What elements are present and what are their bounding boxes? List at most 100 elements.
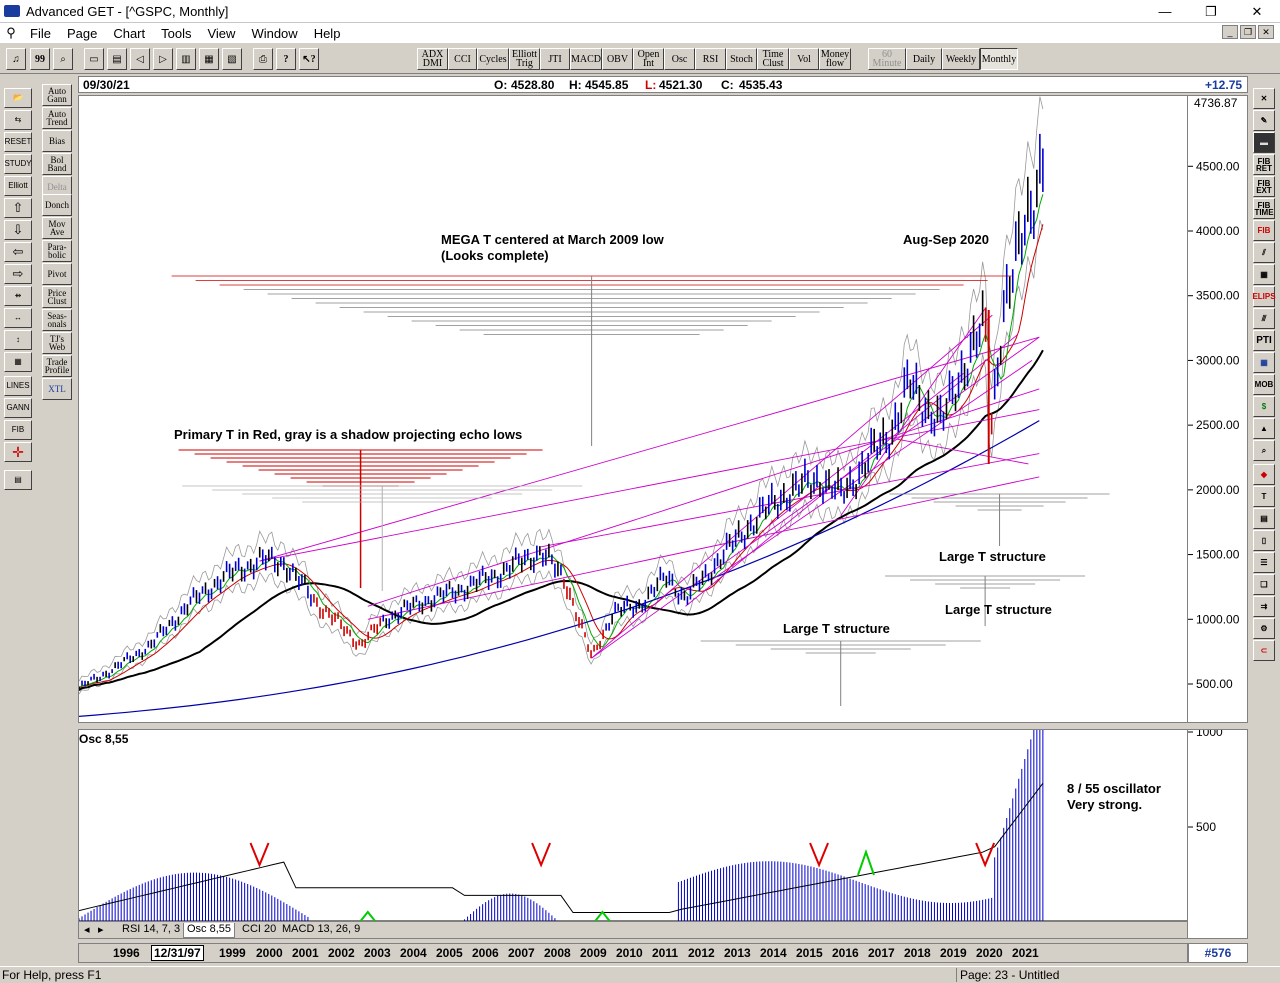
- black-line-icon[interactable]: ▬: [1253, 132, 1275, 153]
- tab-macd[interactable]: MACD 13, 26, 9: [282, 923, 361, 935]
- toolbar-open-int[interactable]: Open Int: [633, 48, 664, 70]
- gann-tool[interactable]: GANN: [4, 398, 32, 418]
- toolbar-osc[interactable]: Osc: [664, 48, 695, 70]
- arrow-up-icon[interactable]: ⇧: [4, 198, 32, 218]
- mdi-minimize-icon[interactable]: _: [1222, 25, 1238, 39]
- page-icon[interactable]: ▯: [1253, 530, 1275, 551]
- list-icon[interactable]: ☰: [1253, 552, 1275, 573]
- price-scale[interactable]: 4500.00 4000.00 3500.00 3000.00 2500.00 2000.…: [1188, 95, 1248, 723]
- notes-icon[interactable]: ▤: [1253, 508, 1275, 529]
- layers-icon[interactable]: ❏: [1253, 574, 1275, 595]
- table-icon[interactable]: ▦: [1253, 352, 1275, 373]
- btn-auto-gann[interactable]: Auto Gann: [42, 84, 72, 106]
- fib-circle-tool[interactable]: FIB: [1253, 220, 1275, 241]
- minimize-button[interactable]: —: [1158, 4, 1172, 19]
- magnifier-icon[interactable]: ⌕: [53, 48, 73, 70]
- oscillator-scale[interactable]: 1000 500: [1188, 725, 1248, 939]
- spread-icon[interactable]: ⇉: [1253, 596, 1275, 617]
- menu-page[interactable]: Page: [66, 25, 98, 41]
- tab-scroll-right-icon[interactable]: ▸: [98, 924, 104, 936]
- restore-button[interactable]: ❐: [1205, 3, 1217, 19]
- toolbar-vol[interactable]: Vol: [789, 48, 819, 70]
- mdi-close-icon[interactable]: ✕: [1258, 25, 1274, 39]
- chart-layout-icon[interactable]: ▥: [176, 48, 196, 70]
- price-chart[interactable]: [78, 96, 1189, 724]
- pencil-icon[interactable]: ✎: [1253, 110, 1275, 131]
- menu-view[interactable]: View: [207, 25, 236, 41]
- menu-window[interactable]: Window: [251, 25, 298, 41]
- dollar-icon[interactable]: $: [1253, 396, 1275, 417]
- btn-trade-profile[interactable]: Trade Profile: [42, 355, 72, 377]
- open-folder-icon[interactable]: 📂: [4, 88, 32, 108]
- channel-icon[interactable]: ⫽: [1253, 242, 1275, 263]
- tab-osc[interactable]: Osc 8,55: [183, 923, 236, 938]
- help-icon[interactable]: ?: [276, 48, 296, 70]
- btn-bol-band[interactable]: Bol Band: [42, 153, 72, 175]
- reset-tool[interactable]: RESET: [4, 132, 32, 152]
- arrow-down-icon[interactable]: ⇩: [4, 220, 32, 240]
- close-tool-icon[interactable]: ✕: [1253, 88, 1275, 109]
- menu-help[interactable]: Help: [313, 25, 341, 41]
- toolbar-cci[interactable]: CCI: [448, 48, 477, 70]
- arrow-left-icon[interactable]: ⇦: [4, 242, 32, 262]
- pti-tool[interactable]: PTI: [1253, 330, 1275, 351]
- btn-bias[interactable]: Bias: [42, 130, 72, 152]
- arrow-right-icon[interactable]: ⇨: [4, 264, 32, 284]
- menu-tools[interactable]: Tools: [161, 25, 192, 41]
- oscillator-panel[interactable]: Osc 8,55 8 / 55 oscillator Very strong.: [78, 700, 1189, 923]
- btn-tjs-web[interactable]: TJ's Web: [42, 332, 72, 354]
- print-icon[interactable]: ⎙: [253, 48, 273, 70]
- mob-tool[interactable]: MOB: [1253, 374, 1275, 395]
- text-tool-icon[interactable]: T: [1253, 486, 1275, 507]
- quote-icon[interactable]: 99: [30, 48, 50, 70]
- oscillator-chart[interactable]: [78, 700, 1189, 923]
- toolbar-elliott-trig[interactable]: Elliott Trig: [509, 48, 540, 70]
- btn-mov-ave[interactable]: Mov Ave: [42, 217, 72, 239]
- close-button[interactable]: ✕: [1251, 3, 1263, 19]
- btn-parabolic[interactable]: Para-bolic: [42, 240, 72, 262]
- time-axis[interactable]: 1996 12/31/97 1999 2000 2001 2002 2003 2…: [78, 943, 1188, 963]
- tab-cci[interactable]: CCI 20: [242, 923, 277, 935]
- new-page-icon[interactable]: ▭: [84, 48, 104, 70]
- timeframe-weekly[interactable]: Weekly: [942, 48, 980, 70]
- open-page-icon[interactable]: ▤: [107, 48, 127, 70]
- next-chart-icon[interactable]: ▷: [153, 48, 173, 70]
- toolbar-jti[interactable]: JTI: [540, 48, 570, 70]
- timeframe-daily[interactable]: Daily: [906, 48, 942, 70]
- btn-xtl[interactable]: XTL: [42, 378, 72, 400]
- btn-price-clust[interactable]: Price Clust: [42, 286, 72, 308]
- fib-ret-tool[interactable]: FIB RET: [1253, 154, 1275, 175]
- timeframe-60-minute[interactable]: 60 Minute: [868, 48, 906, 70]
- compress-icon[interactable]: ⇻: [4, 286, 32, 306]
- btn-seasonals[interactable]: Seas-onals: [42, 309, 72, 331]
- grid-tool-icon[interactable]: ▦: [1253, 264, 1275, 285]
- toolbar-macd[interactable]: MACD: [570, 48, 602, 70]
- grid-icon[interactable]: ▦: [199, 48, 219, 70]
- study-tool[interactable]: STUDY: [4, 154, 32, 174]
- alert-icon[interactable]: ▲: [1253, 418, 1275, 439]
- menu-chart[interactable]: Chart: [113, 25, 146, 41]
- grid-toggle-icon[interactable]: ▦: [4, 352, 32, 372]
- tab-rsi[interactable]: RSI 14, 7, 3: [122, 923, 181, 935]
- parallel-icon[interactable]: ⫻: [1253, 308, 1275, 329]
- btn-donch[interactable]: Donch: [42, 194, 72, 216]
- fib-time-tool[interactable]: FIB TIME: [1253, 198, 1275, 219]
- cursor-tool-icon[interactable]: ♫: [6, 48, 26, 70]
- template-icon[interactable]: ▧: [222, 48, 242, 70]
- toolbar-adx-dmi[interactable]: ADX DMI: [417, 48, 448, 70]
- fib-tool[interactable]: FIB: [4, 420, 32, 440]
- price-chart-panel[interactable]: MEGA T centered at March 2009 low (Looks…: [78, 95, 1188, 723]
- zoom-tool-icon[interactable]: ⌕: [1253, 440, 1275, 461]
- crosshair-icon[interactable]: ✛: [4, 442, 32, 462]
- toolbar-money-flow[interactable]: Money flow: [819, 48, 851, 70]
- toolbar-rsi[interactable]: RSI: [695, 48, 726, 70]
- eraser-icon[interactable]: ◆: [1253, 464, 1275, 485]
- expand-h-icon[interactable]: ↔: [4, 308, 32, 328]
- settings-tool-icon[interactable]: ⚙: [1253, 618, 1275, 639]
- menu-file[interactable]: File: [30, 25, 51, 41]
- expand-v-icon[interactable]: ↕: [4, 330, 32, 350]
- elliott-tool[interactable]: Elliott: [4, 176, 32, 196]
- doc-icon[interactable]: ⚲: [6, 25, 16, 40]
- properties-icon[interactable]: ▤: [4, 470, 32, 490]
- elips-tool[interactable]: ELIPS: [1252, 286, 1276, 307]
